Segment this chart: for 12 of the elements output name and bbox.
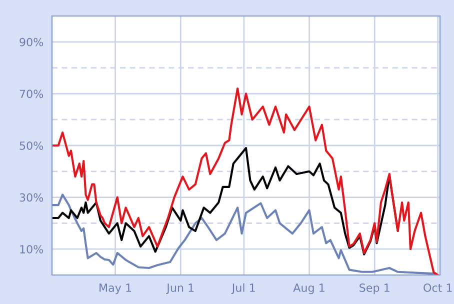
y-tick-label: 10% [20, 245, 44, 254]
x-tick-label: Aug 1 [293, 284, 324, 294]
y-tick-label: 50% [20, 141, 44, 150]
x-tick-label: Jul 1 [231, 283, 255, 294]
x-tick-label: May 1 [100, 284, 132, 294]
y-tick-label: 70% [20, 90, 44, 98]
x-tick-label: Jun 1 [166, 284, 194, 294]
y-tick-label: 90% [20, 38, 44, 46]
x-tick-label: Oct 1 [424, 284, 452, 292]
y-tick-label: 30% [20, 193, 44, 202]
x-tick-label: Sep 1 [360, 284, 390, 294]
line-series [52, 194, 437, 275]
